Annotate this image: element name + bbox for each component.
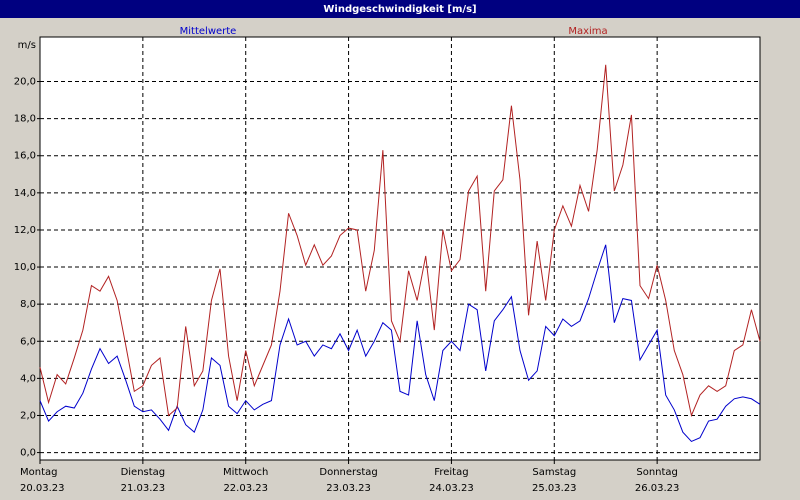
x-tick-label: Sonntag (636, 467, 678, 478)
x-tick-date: 23.03.23 (326, 483, 371, 494)
x-tick-date: 22.03.23 (223, 483, 268, 494)
y-tick-label: 16,0 (14, 151, 36, 162)
x-tick-date: 25.03.23 (532, 483, 577, 494)
x-tick-label: Donnerstag (319, 467, 377, 478)
y-tick-label: 2,0 (20, 410, 36, 421)
x-tick-label: Samstag (532, 467, 576, 478)
y-tick-label: 10,0 (14, 262, 36, 273)
y-tick-label: 12,0 (14, 225, 36, 236)
y-tick-label: 18,0 (14, 114, 36, 125)
y-tick-label: 4,0 (20, 373, 36, 384)
y-tick-label: 8,0 (20, 299, 36, 310)
plot-area (39, 36, 761, 461)
chart-title: Windgeschwindigkeit [m/s] (323, 4, 476, 15)
x-tick-label: Freitag (434, 467, 468, 478)
x-tick-date: 21.03.23 (121, 483, 166, 494)
x-tick-label: Montag (20, 467, 57, 478)
y-tick-label: 6,0 (20, 336, 36, 347)
y-axis-label: m/s (18, 40, 36, 51)
x-tick-label: Dienstag (121, 467, 166, 478)
x-tick-date: 24.03.23 (429, 483, 474, 494)
x-tick-label: Mittwoch (223, 467, 268, 478)
series-line (39, 244, 761, 443)
legend-entry: Maxima (568, 26, 607, 37)
y-tick-label: 14,0 (14, 188, 36, 199)
y-tick-label: 20,0 (14, 77, 36, 88)
legend-entry: Mittelwerte (180, 26, 237, 37)
x-tick-date: 20.03.23 (20, 483, 65, 494)
title-bar (0, 0, 800, 18)
x-tick-date: 26.03.23 (635, 483, 680, 494)
y-tick-label: 0,0 (20, 448, 36, 459)
series-line (39, 64, 761, 418)
